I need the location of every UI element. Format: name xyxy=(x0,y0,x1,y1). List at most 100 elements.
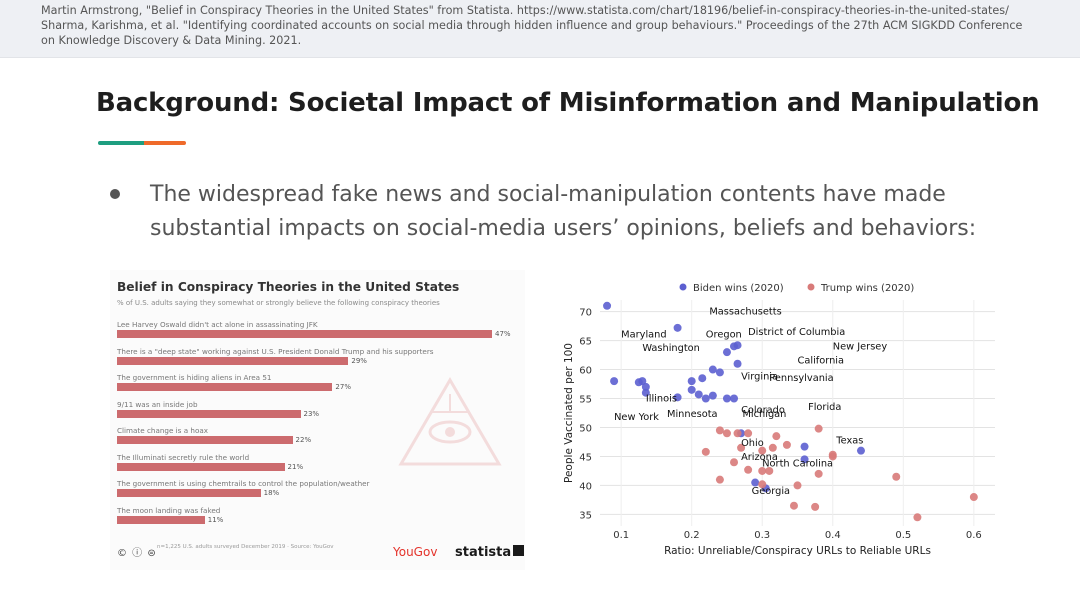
bar-chart-row: The government is hiding aliens in Area … xyxy=(117,373,517,395)
bar xyxy=(117,356,349,365)
trump-point xyxy=(969,493,978,502)
statista-logo: statista xyxy=(455,544,525,560)
biden-point xyxy=(701,394,710,403)
y-tick-label: 35 xyxy=(579,510,592,521)
biden-point xyxy=(722,394,731,403)
y-tick-label: 40 xyxy=(579,481,592,492)
trump-point xyxy=(782,440,791,449)
bar-chart-title: Belief in Conspiracy Theories in the Uni… xyxy=(117,280,460,294)
trump-point xyxy=(733,429,742,438)
state-label: Maryland xyxy=(621,330,666,341)
biden-point xyxy=(641,388,650,397)
biden-point xyxy=(733,359,742,368)
x-tick-label: 0.4 xyxy=(825,530,841,541)
bar xyxy=(117,436,293,444)
bullet-text: The widespread fake news and social-mani… xyxy=(150,182,977,241)
trump-point xyxy=(744,465,753,474)
biden-point xyxy=(698,374,707,383)
trump-point xyxy=(758,446,767,455)
legend-label: Biden wins (2020) xyxy=(693,283,784,294)
biden-point xyxy=(673,323,682,332)
conspiracy-bar-chart: Belief in Conspiracy Theories in the Uni… xyxy=(110,270,525,570)
reference-line: on Knowledge Discovery & Data Mining. 20… xyxy=(41,34,302,47)
bar xyxy=(117,383,333,391)
bar-label: Climate change is a hoax xyxy=(117,426,209,435)
state-label: District of Columbia xyxy=(748,327,845,338)
trump-point xyxy=(913,513,922,522)
x-tick-label: 0.3 xyxy=(754,530,770,541)
bar-chart-row: Lee Harvey Oswald didn't act alone in as… xyxy=(117,320,517,342)
state-label: New York xyxy=(614,412,659,423)
bar xyxy=(117,515,205,524)
trump-point xyxy=(758,480,767,489)
x-axis-label: Ratio: Unreliable/Conspiracy URLs to Rel… xyxy=(664,545,931,557)
bar-label: The government is hiding aliens in Area … xyxy=(117,373,272,382)
statista-logo-mark-icon xyxy=(513,545,525,556)
bar-chart-subtitle: % of U.S. adults saying they somewhat or… xyxy=(117,299,440,307)
trump-point xyxy=(715,475,724,484)
biden-point xyxy=(800,455,809,464)
biden-point xyxy=(708,391,717,400)
yougov-logo: YouGov xyxy=(393,545,438,559)
y-tick-label: 55 xyxy=(579,395,592,406)
state-label: Ohio xyxy=(741,438,764,449)
biden-point xyxy=(673,393,682,402)
x-tick-label: 0.6 xyxy=(966,530,982,541)
bar-value-label: 27% xyxy=(335,383,351,391)
trump-point xyxy=(765,466,774,475)
trump-point xyxy=(722,429,731,438)
biden-point xyxy=(694,390,703,399)
trump-point xyxy=(828,450,837,459)
y-axis-label: People Vaccinated per 100 xyxy=(563,343,575,483)
trump-point xyxy=(814,469,823,478)
state-label: Texas xyxy=(835,436,863,447)
state-label: Arizona xyxy=(741,452,778,463)
trump-point xyxy=(772,432,781,441)
state-label: Virginia xyxy=(741,371,778,382)
trump-point xyxy=(793,481,802,490)
bar-label: The government is using chemtrails to co… xyxy=(117,479,370,488)
state-label: North Carolina xyxy=(762,458,833,469)
trump-point xyxy=(744,429,753,438)
bar-chart-row: The Illuminati secretly rule the world 21… xyxy=(117,453,517,475)
bar-label: There is a "deep state" working against … xyxy=(117,346,434,356)
creative-commons-icon: © ⓘ ⊜ xyxy=(117,548,157,559)
title-accent-bar xyxy=(98,141,186,145)
legend-marker xyxy=(807,283,815,291)
bar-value-label: 18% xyxy=(263,489,280,497)
biden-point xyxy=(856,446,865,455)
bar-chart-row: Climate change is a hoax 22% xyxy=(117,426,517,448)
x-tick-label: 0.1 xyxy=(613,530,629,541)
legend-label: Trump wins (2020) xyxy=(820,283,914,294)
biden-point xyxy=(751,478,760,487)
state-label: Pennsylvania xyxy=(769,373,833,384)
trump-point xyxy=(715,426,724,435)
bar-value-label: 22% xyxy=(295,436,312,444)
trump-point xyxy=(789,501,798,510)
y-tick-label: 45 xyxy=(579,452,592,463)
trump-point xyxy=(701,447,710,456)
bar-value-label: 21% xyxy=(287,462,304,471)
reference-line: Sharma, Karishma, et al. "Identifying co… xyxy=(41,19,1023,32)
biden-point xyxy=(708,365,717,374)
state-label: Michigan xyxy=(742,409,786,420)
biden-point xyxy=(610,377,619,386)
legend-marker xyxy=(679,283,687,291)
state-label: New Jersey xyxy=(833,341,888,352)
bar xyxy=(117,409,301,418)
scatter-plot: 35 40 45 50 55 60 65 70 0.1 0.2 0.3 0.4 0.5 0.6 Ratio:… xyxy=(563,283,995,557)
bar-value-label: 23% xyxy=(303,409,320,418)
bar-value-label: 47% xyxy=(495,330,511,338)
eye-pyramid-watermark-icon xyxy=(398,377,502,466)
biden-point xyxy=(730,394,739,403)
trump-point xyxy=(814,424,823,433)
bar xyxy=(117,489,261,497)
y-tick-label: 65 xyxy=(579,337,592,348)
y-tick-label: 50 xyxy=(579,423,592,434)
state-label: California xyxy=(798,356,845,367)
state-label: Illinois xyxy=(646,393,677,404)
state-label: Oregon xyxy=(706,330,742,341)
biden-point xyxy=(641,382,650,391)
bar-chart-row: There is a "deep state" working against … xyxy=(117,347,517,369)
state-label: Washington xyxy=(642,343,700,354)
